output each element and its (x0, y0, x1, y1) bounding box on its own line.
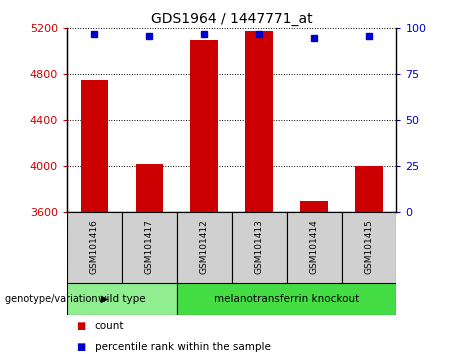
Text: GSM101415: GSM101415 (365, 219, 373, 274)
Text: percentile rank within the sample: percentile rank within the sample (95, 342, 271, 352)
Text: count: count (95, 321, 124, 331)
Bar (122, 212, 177, 283)
Text: melanotransferrin knockout: melanotransferrin knockout (214, 294, 359, 304)
Bar (287, 212, 342, 283)
Text: GSM101416: GSM101416 (90, 219, 99, 274)
Bar (245, 31, 273, 212)
Bar (190, 40, 218, 212)
Bar (67, 212, 122, 283)
Bar (81, 80, 108, 212)
Bar (177, 283, 396, 315)
Text: ■: ■ (76, 321, 85, 331)
Bar (342, 212, 396, 283)
Bar (231, 212, 287, 283)
Text: GSM101414: GSM101414 (309, 219, 319, 274)
Text: genotype/variation ▶: genotype/variation ▶ (5, 294, 108, 304)
Title: GDS1964 / 1447771_at: GDS1964 / 1447771_at (151, 12, 313, 26)
Bar (136, 164, 163, 212)
Bar (67, 283, 177, 315)
Bar (355, 166, 383, 212)
Text: GSM101417: GSM101417 (145, 219, 154, 274)
Text: wild type: wild type (98, 294, 146, 304)
Text: GSM101413: GSM101413 (254, 219, 264, 274)
Bar (177, 212, 231, 283)
Text: GSM101412: GSM101412 (200, 219, 209, 274)
Bar (300, 201, 328, 212)
Text: ■: ■ (76, 342, 85, 352)
